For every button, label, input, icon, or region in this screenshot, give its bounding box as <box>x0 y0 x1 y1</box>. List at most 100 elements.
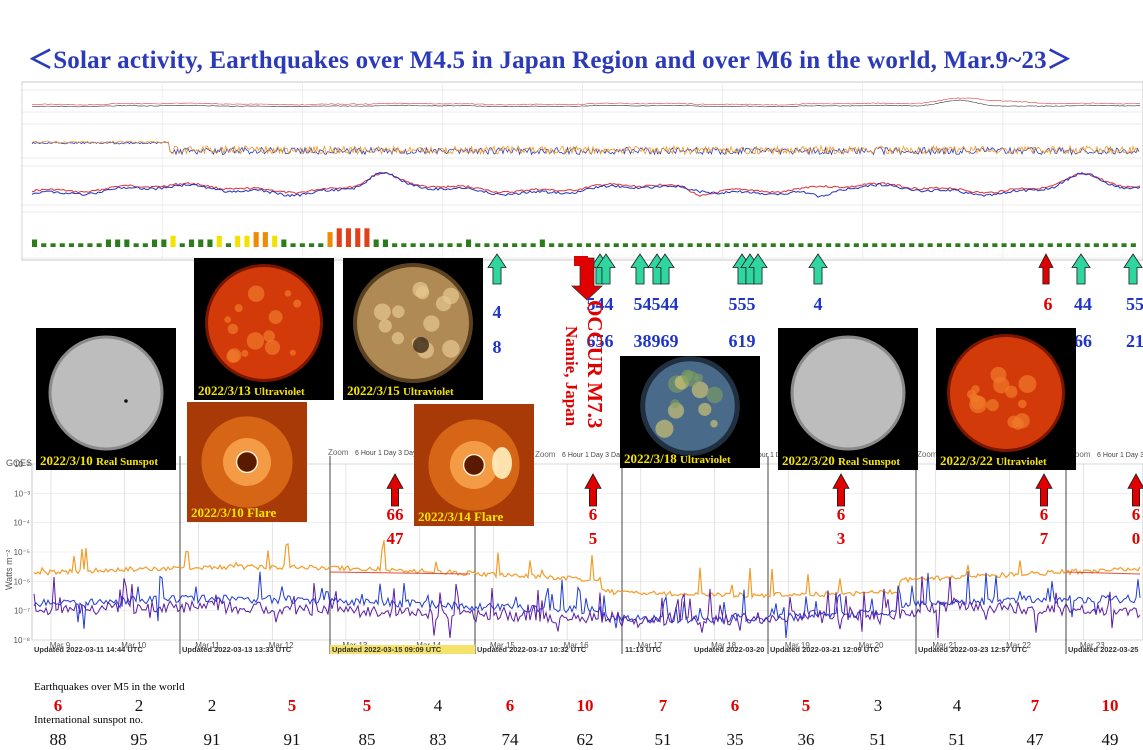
kp-bar <box>475 243 481 247</box>
japan-quake-magnitude-bottom: 38969 <box>634 331 679 351</box>
goes-x-tick: Mar 17 <box>637 641 662 650</box>
active-region <box>681 369 694 382</box>
japan-quake-arrow <box>1071 253 1091 285</box>
kp-bar <box>309 243 315 247</box>
active-region <box>969 395 987 414</box>
active-region <box>247 285 265 302</box>
kp-bar <box>1020 243 1026 247</box>
japan-quake-magnitude-bottom: 8 <box>493 337 502 357</box>
solar-image-caption: 2022/3/22 Ultraviolet <box>940 453 1047 468</box>
kp-bar <box>992 243 998 247</box>
kp-bar <box>798 243 804 247</box>
kp-bar <box>502 243 508 247</box>
kp-bar <box>918 243 924 247</box>
goes-y-tick: 10⁻⁷ <box>14 607 30 616</box>
active-region <box>227 348 242 363</box>
japan-quake-magnitude-top: 555 <box>729 294 756 314</box>
kp-bar <box>678 243 684 247</box>
kp-bar <box>844 243 850 247</box>
kp-bar <box>761 243 767 247</box>
kp-bar <box>142 243 148 247</box>
solar-image-caption: 2022/3/15 Ultraviolet <box>347 383 454 398</box>
goes-flare-trace <box>329 571 471 575</box>
world-quake-magnitude-top: 6 <box>589 505 598 524</box>
world-quake-arrow <box>832 473 850 507</box>
goes-x-tick: Mar 15 <box>490 641 515 650</box>
kp-bar <box>1103 243 1109 247</box>
kp-bar <box>632 243 638 247</box>
world-quake-count: 5 <box>363 696 372 715</box>
goes-y-tick: 10⁻³ <box>14 489 30 498</box>
japan-quake-magnitude-top: 54544 <box>634 294 679 314</box>
japan-large-quake-top: 6 <box>1044 294 1053 314</box>
kp-bar <box>595 243 601 247</box>
kp-bar <box>659 243 665 247</box>
world-quake-count: 10 <box>1102 696 1119 715</box>
kp-bar <box>438 243 444 247</box>
active-region <box>293 299 302 308</box>
kp-bar <box>539 239 545 247</box>
active-region <box>442 287 460 305</box>
japan-quake-magnitude-bottom: 66 <box>1074 331 1092 351</box>
kp-bar <box>272 235 278 247</box>
active-region <box>263 330 275 342</box>
proton-flux-trace-2 <box>31 97 1141 106</box>
solar-image-caption: 2022/3/20 Real Sunspot <box>782 453 900 468</box>
kp-bar <box>558 243 564 247</box>
kp-bar <box>586 243 592 247</box>
kp-bar <box>530 243 536 247</box>
goes-updated-label: Updated 2022-03-11 14:44 UTC <box>34 645 143 654</box>
active-region <box>391 332 404 345</box>
kp-bar <box>32 239 38 247</box>
kp-bar <box>890 243 896 247</box>
kp-bar <box>59 243 65 247</box>
goes-y-tick: 10⁻⁶ <box>14 577 30 586</box>
world-quake-magnitude-bottom: 0 <box>1132 529 1141 548</box>
world-quake-magnitude-top: 66 <box>387 505 404 524</box>
kp-bar <box>78 243 84 247</box>
kp-bar <box>973 243 979 247</box>
solar-image-caption: 2022/3/10 Real Sunspot <box>40 453 158 468</box>
kp-bar <box>964 243 970 247</box>
active-region <box>1014 413 1030 429</box>
japan-quake-magnitude-top: 55 <box>1126 294 1143 314</box>
kp-bar <box>687 243 693 247</box>
goes-updated-highlight <box>330 645 475 654</box>
world-quake-magnitude-bottom: 5 <box>589 529 598 548</box>
kp-bar <box>466 239 472 247</box>
active-region <box>234 304 243 313</box>
kp-bar <box>327 232 333 247</box>
page-title: ＜Solar activity, Earthquakes over M4.5 i… <box>28 47 1073 74</box>
world-quake-count: 10 <box>577 696 594 715</box>
kp-bar <box>983 243 989 247</box>
kp-bar <box>743 243 749 247</box>
goes-flare-trace <box>1065 571 1141 575</box>
solar-image-caption: 2022/3/13 Ultraviolet <box>198 383 305 398</box>
kp-bar <box>835 243 841 247</box>
kp-bar <box>1047 243 1053 247</box>
goes-x-tick: Mar 23 <box>1080 641 1105 650</box>
sun-limb <box>790 335 906 451</box>
sun-disk <box>50 337 162 449</box>
kp-bar <box>853 243 859 247</box>
sunspot-row-label: International sunspot no. <box>34 714 143 726</box>
goes-updated-label: Updated 2022-03-23 12:57 UTC <box>918 645 1028 654</box>
kp-bar <box>281 239 287 247</box>
japan-quake-arrow <box>655 253 675 285</box>
goes-updated-label: Updated 2022-03-20 <box>694 645 764 654</box>
kp-bar <box>262 232 268 247</box>
world-quake-count: 4 <box>434 696 443 715</box>
sun-outline <box>235 450 259 474</box>
kp-bar <box>179 243 185 247</box>
kp-bar <box>706 243 712 247</box>
goes-updated-label: Updated 2022-03-13 13:33 UTC <box>182 645 292 654</box>
sunspot-number: 49 <box>1102 730 1119 749</box>
active-region <box>1018 399 1027 409</box>
world-quake-arrow <box>386 473 404 507</box>
active-region <box>373 303 391 321</box>
world-quake-count: 4 <box>953 696 962 715</box>
active-region <box>415 285 430 300</box>
kp-bar <box>696 243 702 247</box>
japan-quake-arrow <box>748 253 768 285</box>
kp-bar <box>604 243 610 247</box>
